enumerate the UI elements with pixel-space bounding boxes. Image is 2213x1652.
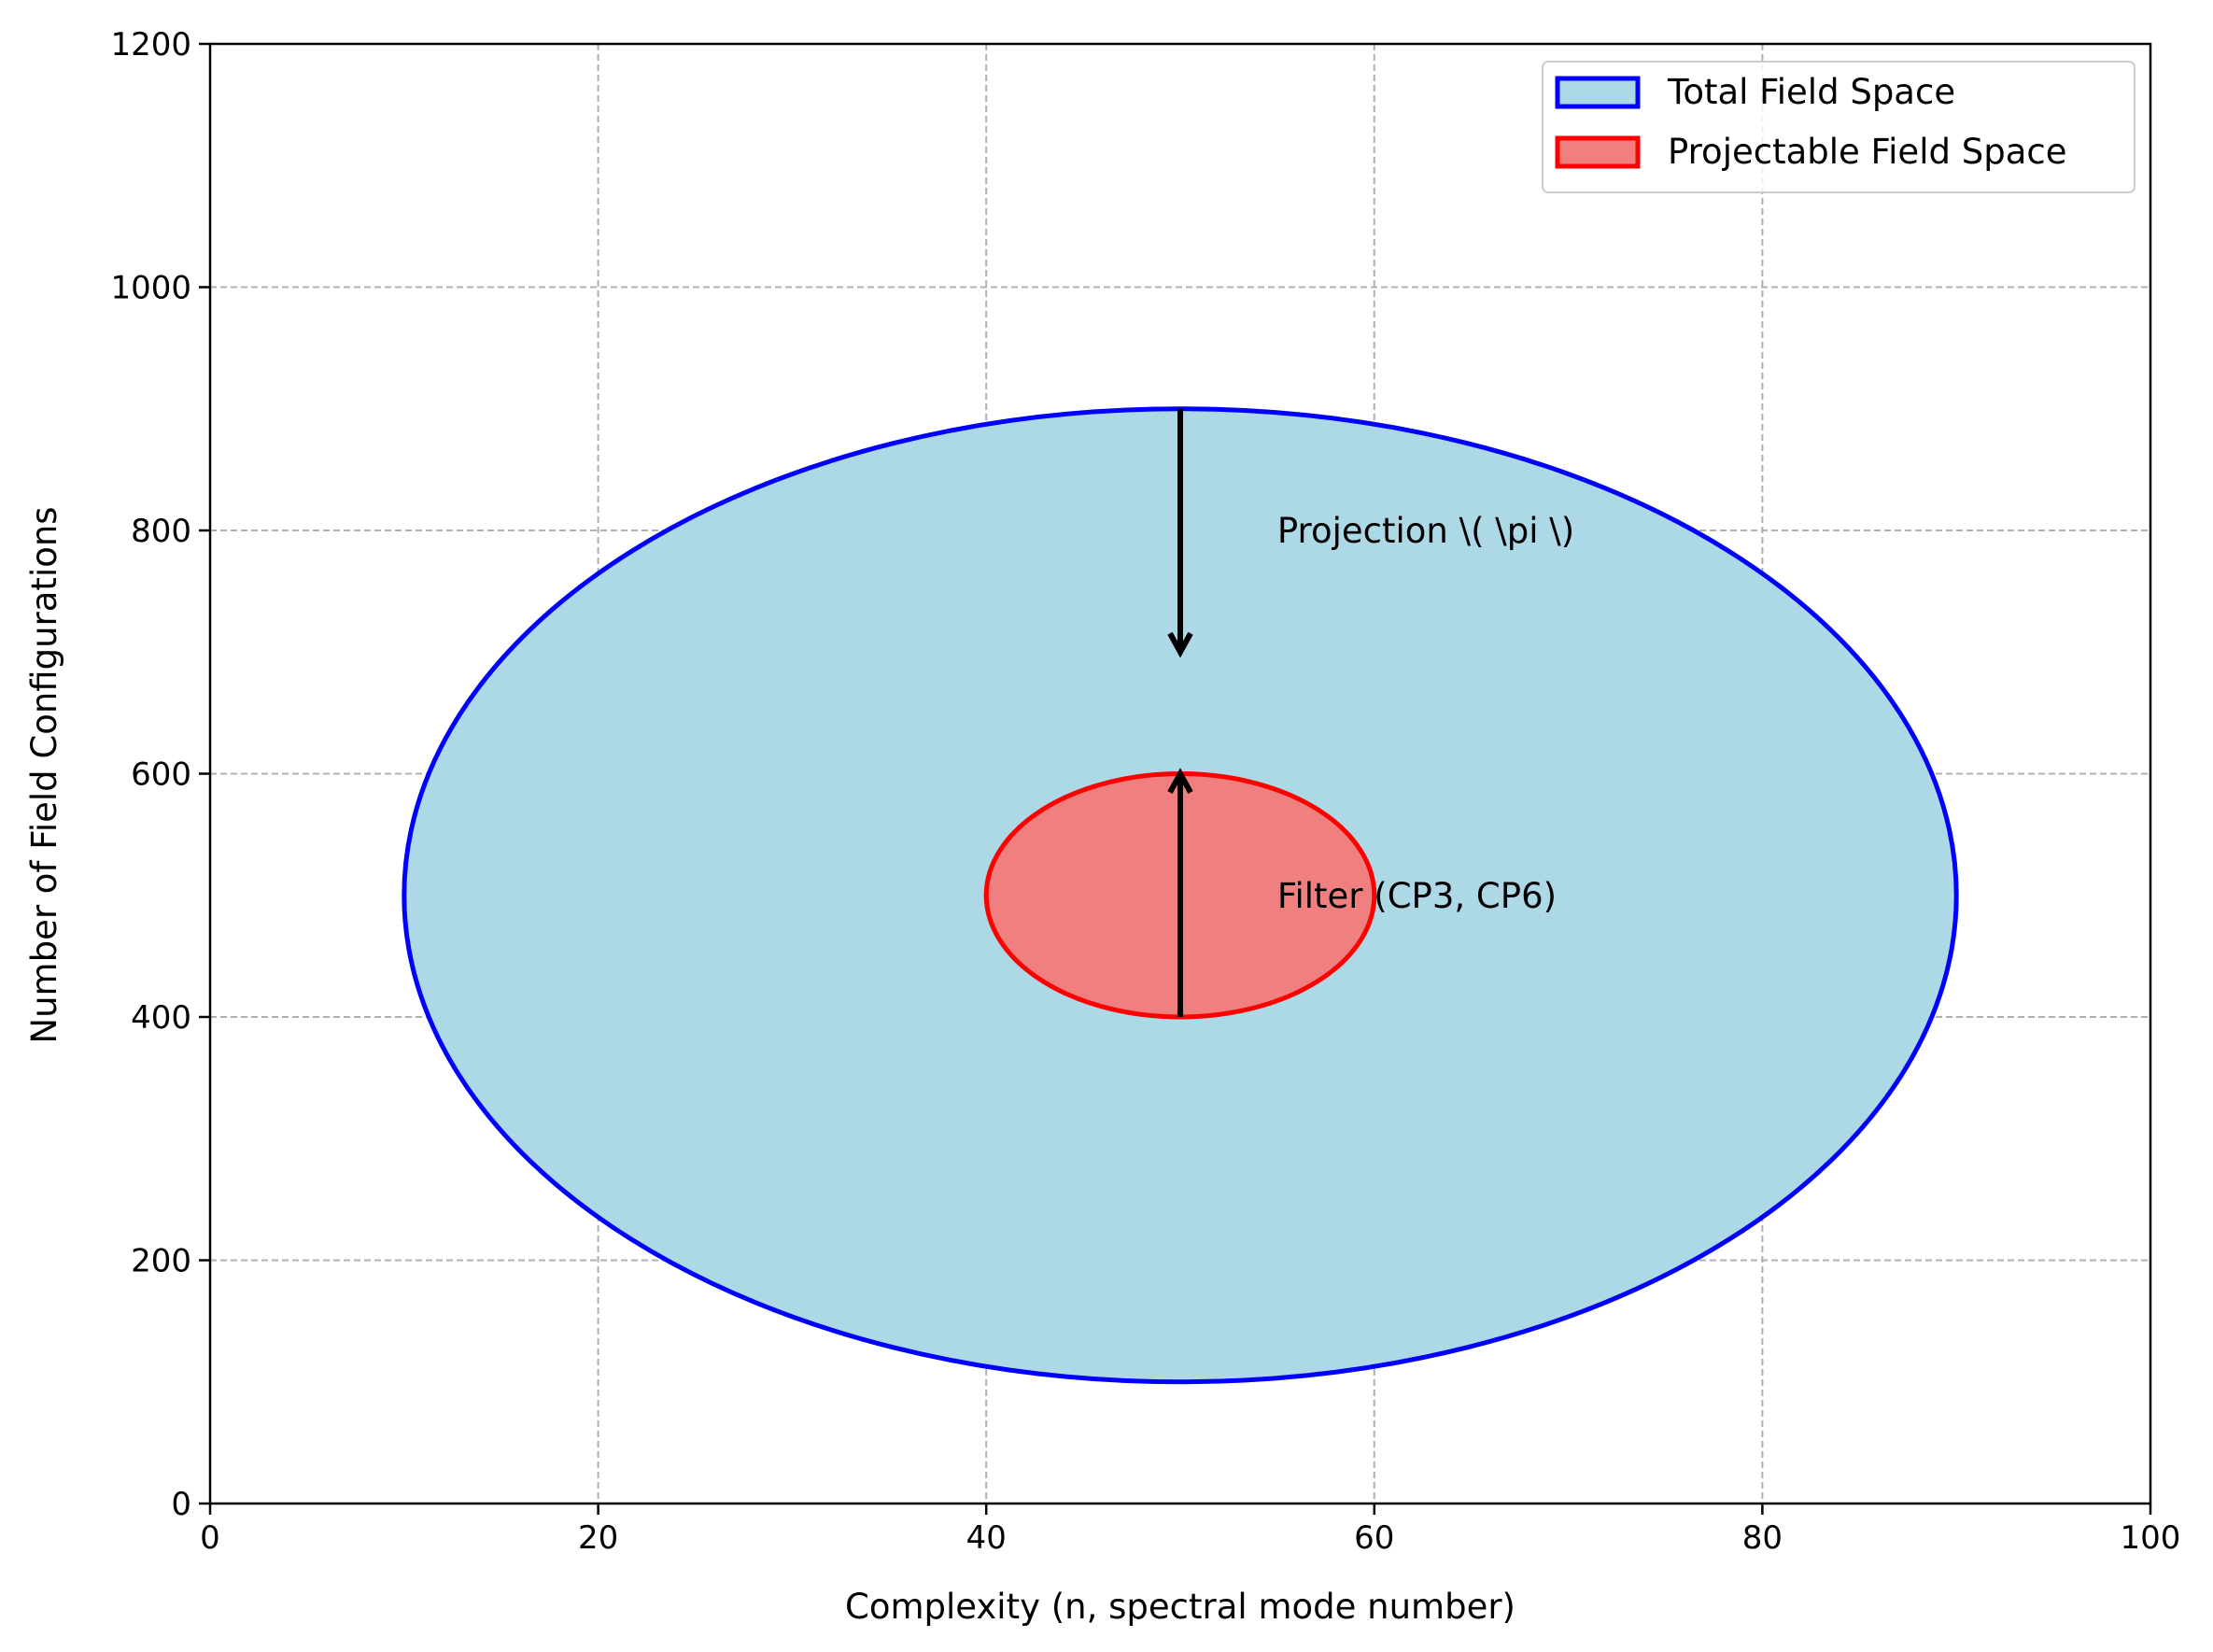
filter-arrow: [1167, 768, 1193, 1017]
y-tick-label: 400: [131, 999, 191, 1037]
annotation-layer: Projection \( \pi \) Filter (CP3, CP6): [1277, 511, 1574, 916]
legend: Total Field Space Projectable Field Space: [1542, 61, 2135, 193]
y-tick-label: 600: [131, 756, 191, 794]
x-tick-label: 20: [578, 1519, 618, 1557]
y-axis-label: Number of Field Configurations: [24, 506, 64, 1043]
legend-item: Total Field Space: [1555, 72, 1955, 112]
arrow-head: [1167, 768, 1193, 794]
x-axis-label: Complexity (n, spectral mode number): [845, 1587, 1515, 1627]
projection-arrow: [1167, 408, 1193, 658]
y-tick-label: 1200: [110, 26, 191, 64]
legend-box: [1542, 61, 2135, 193]
y-tick-label: 0: [171, 1486, 191, 1523]
x-tick-label: 60: [1354, 1519, 1394, 1557]
x-tick-label: 40: [966, 1519, 1007, 1557]
legend-item: Projectable Field Space: [1555, 132, 2066, 172]
legend-swatch: [1555, 135, 1641, 169]
legend-swatch: [1555, 76, 1641, 109]
y-tick-label: 1000: [110, 270, 191, 307]
x-tick-label: 100: [2121, 1519, 2181, 1557]
legend-label: Total Field Space: [1667, 72, 1955, 112]
projection-annotation: Projection \( \pi \): [1277, 511, 1574, 551]
x-tick-label: 0: [200, 1519, 220, 1557]
y-tick-label: 200: [131, 1243, 191, 1280]
y-tick-label: 800: [131, 513, 191, 550]
x-tick-label: 80: [1742, 1519, 1783, 1557]
filter-annotation: Filter (CP3, CP6): [1277, 876, 1557, 916]
arrow-layer: [1167, 408, 1193, 1017]
arrow-head: [1167, 631, 1193, 658]
legend-label: Projectable Field Space: [1668, 132, 2066, 172]
